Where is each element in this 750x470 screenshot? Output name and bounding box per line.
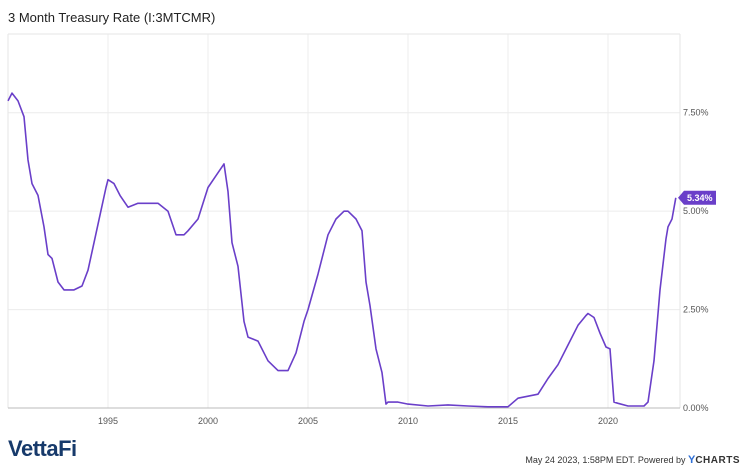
y-tick-labels: 0.00% 2.50% 5.00% 7.50% bbox=[683, 108, 709, 413]
chart-title: 3 Month Treasury Rate (I:3MTCMR) bbox=[8, 10, 216, 25]
x-tick-label: 2000 bbox=[198, 416, 218, 426]
series-layer bbox=[7, 92, 677, 408]
x-tick-label: 2005 bbox=[298, 416, 318, 426]
footer-attribution: May 24 2023, 1:58PM EDT. Powered by YCHA… bbox=[525, 454, 740, 466]
x-tick-label: 2020 bbox=[598, 416, 618, 426]
x-tick-label: 2015 bbox=[498, 416, 518, 426]
x-tick-label: 2010 bbox=[398, 416, 418, 426]
y-tick-label: 5.00% bbox=[683, 206, 709, 216]
series-line bbox=[7, 92, 677, 408]
ycharts-logo-y: Y bbox=[687, 454, 696, 466]
grid-layer bbox=[8, 34, 680, 408]
vettafi-logo: VettaFi bbox=[8, 436, 77, 461]
footer-timestamp: May 24 2023, 1:58PM EDT. Powered by bbox=[525, 455, 686, 465]
x-tick-labels: 1995 2000 2005 2010 2015 2020 bbox=[98, 416, 618, 426]
y-tick-label: 0.00% bbox=[683, 403, 709, 413]
ycharts-logo-text: CHARTS bbox=[695, 455, 740, 466]
x-tick-label: 1995 bbox=[98, 416, 118, 426]
last-value-badge-shape bbox=[678, 190, 716, 205]
y-tick-label: 2.50% bbox=[683, 305, 709, 315]
last-value-label: 5.34% bbox=[687, 193, 713, 203]
last-value-badge: 5.34% bbox=[678, 190, 716, 205]
y-tick-label: 7.50% bbox=[683, 108, 709, 118]
